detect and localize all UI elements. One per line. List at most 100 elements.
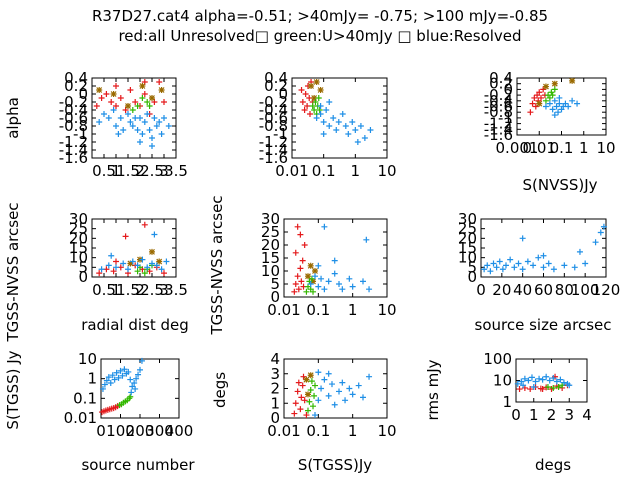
data-point (294, 273, 301, 280)
y-tick-label: 0.4 (64, 69, 88, 87)
data-point (125, 266, 131, 273)
y-tick-label: -0.8 (59, 117, 88, 135)
data-point (339, 286, 346, 293)
data-point (331, 270, 338, 277)
data-point (349, 119, 356, 125)
x-tick-label: 120 (592, 281, 621, 299)
data-point (105, 115, 112, 121)
x-tick-label: 0.001 (496, 139, 539, 157)
x-tick-label: 0.1 (306, 422, 330, 440)
y-axis-label: S(TGSS) Jy (4, 350, 22, 429)
y-tick-label: -1.4 (259, 141, 288, 159)
data-point (311, 107, 318, 113)
data-point (336, 388, 343, 395)
data-point (326, 123, 333, 129)
data-point (146, 103, 153, 109)
data-point (524, 258, 531, 265)
data-point (311, 95, 318, 101)
data-point (538, 94, 545, 101)
y-tick-label: -0.2 (484, 86, 513, 104)
data-point (325, 278, 332, 285)
x-tick-label: 2 (135, 162, 145, 180)
data-point (536, 100, 543, 107)
data-point (134, 262, 141, 269)
data-point (551, 80, 558, 87)
data-point (139, 83, 146, 89)
data-point (111, 376, 118, 383)
x-tick-label: 400 (165, 422, 194, 440)
data-point (96, 270, 103, 277)
data-point (161, 99, 167, 105)
x-tick-label: 2 (135, 281, 145, 299)
data-point (317, 111, 324, 117)
data-point (141, 221, 148, 228)
data-point (331, 257, 338, 264)
data-point (355, 382, 362, 389)
data-point (342, 123, 349, 129)
data-point (325, 370, 332, 377)
data-point (297, 406, 304, 413)
x-axis-label: degs (535, 456, 571, 474)
y-tick-label: 15 (261, 249, 280, 267)
data-point (320, 119, 327, 125)
data-point (521, 375, 528, 382)
y-tick-label: 5 (78, 258, 88, 276)
y-tick-label: 1 (87, 370, 97, 388)
x-tick-label: 3 (159, 281, 169, 299)
data-point (303, 288, 310, 295)
data-point (115, 374, 122, 381)
data-point (295, 379, 302, 386)
data-point (539, 386, 546, 393)
y-tick-label: 1 (270, 394, 280, 412)
figure-subtitle: red:all Unresolved□ green:U>40mJy □ blue… (118, 27, 522, 45)
data-point (149, 260, 155, 267)
x-tick-label: 10 (596, 139, 615, 157)
y-tick-label: -1.6 (484, 126, 513, 144)
data-point (307, 281, 314, 287)
x-tick-label: 1 (348, 422, 358, 440)
data-point (339, 379, 346, 386)
data-point (545, 260, 552, 267)
x-tick-label: 1 (348, 301, 358, 319)
x-tick-label: 0.01 (267, 301, 300, 319)
data-point (317, 103, 324, 109)
data-point (313, 79, 320, 85)
y-tick-label: 0 (78, 85, 88, 103)
data-point (557, 376, 564, 383)
x-tick-label: 1 (111, 162, 121, 180)
data-point (109, 372, 116, 379)
x-tick-label: 0.5 (92, 281, 116, 299)
data-point (549, 106, 556, 113)
data-point (135, 371, 142, 378)
data-point (315, 369, 322, 376)
x-axis-label: S(TGSS)Jy (298, 456, 372, 474)
data-point (105, 374, 112, 381)
data-point (549, 92, 556, 99)
data-point (294, 388, 301, 395)
y-tick-label: -0.4 (59, 101, 88, 119)
data-point (354, 139, 361, 145)
data-point (519, 235, 526, 242)
data-point (304, 407, 311, 414)
data-point (292, 400, 299, 407)
data-point (306, 398, 313, 405)
data-point (532, 103, 539, 110)
data-point (312, 273, 319, 280)
data-point (127, 393, 134, 400)
y-tick-label: -0.8 (484, 103, 513, 121)
data-point (550, 266, 557, 273)
data-point (298, 394, 305, 401)
data-point (551, 86, 558, 93)
y-axis-label: rms mJy (424, 359, 442, 420)
data-point (108, 252, 115, 259)
x-tick-label: 2.5 (140, 162, 164, 180)
data-point (308, 83, 315, 89)
data-point (128, 389, 135, 396)
data-point (132, 99, 139, 105)
y-tick-label: -0.2 (59, 93, 88, 111)
x-tick-label: 10 (377, 301, 396, 319)
data-point (144, 99, 151, 105)
data-point (542, 103, 549, 110)
